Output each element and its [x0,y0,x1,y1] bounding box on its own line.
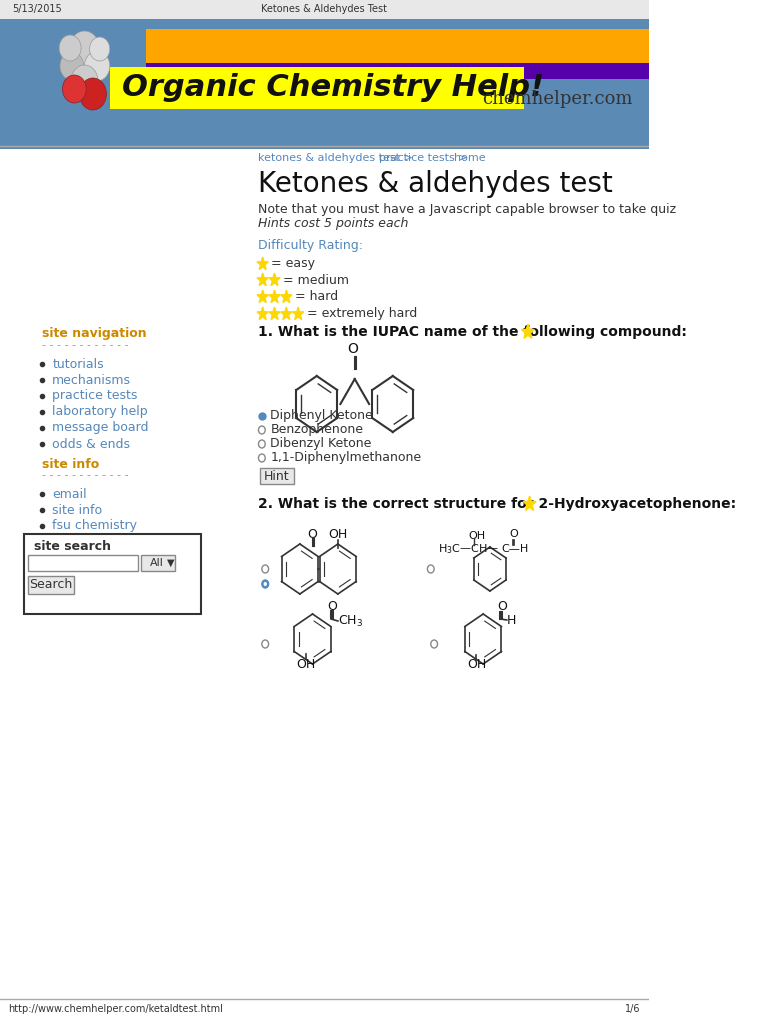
Text: Note that you must have a Javascript capable browser to take quiz: Note that you must have a Javascript cap… [257,203,676,215]
Text: http://www.chemhelper.com/ketaldtest.html: http://www.chemhelper.com/ketaldtest.htm… [8,1004,223,1014]
Text: fsu chemistry: fsu chemistry [52,519,137,532]
Text: 1/6: 1/6 [624,1004,641,1014]
Bar [0,144,649,150]
Text: OH: OH [467,657,486,671]
Polygon shape [293,307,304,319]
Text: practice tests: practice tests [52,389,137,402]
Circle shape [259,426,265,434]
Bar [141,555,175,571]
Text: = extremely hard: = extremely hard [306,307,417,321]
Text: 2. What is the correct structure for 2-Hydroxyacetophenone:: 2. What is the correct structure for 2-H… [257,497,736,511]
Text: O: O [308,527,317,541]
Text: OH: OH [328,527,347,541]
Text: Ketones & aldehydes test: Ketones & aldehydes test [257,170,612,198]
Circle shape [263,582,267,586]
Text: chemhelper.com: chemhelper.com [482,90,633,108]
Text: site navigation: site navigation [42,328,147,341]
Circle shape [259,440,265,449]
Circle shape [84,51,110,81]
Text: 1,1-Diphenylmethanone: 1,1-Diphenylmethanone [270,452,422,465]
Circle shape [262,640,269,648]
Bar [24,534,201,614]
Circle shape [62,75,86,103]
Circle shape [259,454,265,462]
Circle shape [90,37,110,61]
Text: O: O [347,342,358,356]
Polygon shape [257,257,268,269]
Text: Ketones & Aldehydes Test: Ketones & Aldehydes Test [261,4,387,14]
Text: - - - - - - - - - - - -: - - - - - - - - - - - - [42,340,132,350]
Text: odds & ends: odds & ends [52,437,131,451]
Text: site info: site info [52,504,102,516]
Polygon shape [269,273,280,286]
Text: = medium: = medium [283,273,349,287]
Text: Difficulty Rating:: Difficulty Rating: [257,240,362,253]
Text: site search: site search [34,541,111,554]
Bar [110,63,649,79]
Polygon shape [269,307,280,319]
Text: O: O [509,529,518,539]
Polygon shape [257,290,268,303]
Text: OH: OH [296,657,316,671]
Text: Hints cost 5 points each: Hints cost 5 points each [257,217,408,230]
Circle shape [59,35,81,61]
Bar [110,67,524,109]
Text: H$_3$C—CH—: H$_3$C—CH— [438,542,499,556]
Text: 1. What is the IUPAC name of the following compound:: 1. What is the IUPAC name of the followi… [257,325,687,339]
Bar [0,19,649,144]
Text: 5/13/2015: 5/13/2015 [12,4,62,14]
Circle shape [262,565,269,573]
Polygon shape [269,290,280,303]
Text: home: home [455,153,486,163]
Text: O: O [327,600,337,613]
Text: - - - - - - - - - - - -: - - - - - - - - - - - - [42,470,132,480]
Text: Benzophenone: Benzophenone [270,424,363,436]
Text: CH$_3$: CH$_3$ [338,613,363,629]
Bar [28,575,74,594]
Text: ▼: ▼ [167,558,175,568]
Text: O: O [497,600,507,613]
Text: Dibenzyl Ketone: Dibenzyl Ketone [270,437,372,451]
Text: All: All [151,558,164,568]
Circle shape [431,640,438,648]
Text: C—H: C—H [502,544,529,554]
Polygon shape [281,290,292,303]
Text: = easy: = easy [271,257,315,270]
Bar [110,29,649,63]
Polygon shape [523,496,536,511]
Text: Organic Chemistry Help!: Organic Chemistry Help! [122,74,545,102]
Text: Search: Search [29,579,72,592]
Text: site info: site info [42,458,100,470]
Circle shape [79,78,107,110]
Circle shape [428,565,434,573]
Text: H: H [507,614,516,628]
Text: email: email [52,487,87,501]
Circle shape [60,52,84,80]
Text: Diphenyl Ketone: Diphenyl Ketone [270,410,373,423]
Text: laboratory help: laboratory help [52,406,148,419]
Circle shape [71,65,98,97]
Text: Hint: Hint [264,469,290,482]
Polygon shape [257,307,268,319]
Circle shape [260,414,264,419]
Bar [0,0,649,19]
Bar [53,19,146,119]
Circle shape [69,31,100,67]
Polygon shape [257,273,268,286]
Text: practice tests >: practice tests > [379,153,468,163]
Bar [28,555,137,571]
Text: ketones & aldehydes test >: ketones & aldehydes test > [257,153,412,163]
Bar [260,468,294,484]
Text: message board: message board [52,422,149,434]
Text: = hard: = hard [295,291,338,303]
Polygon shape [521,324,535,339]
Polygon shape [281,307,292,319]
Text: OH: OH [468,531,486,541]
Text: tutorials: tutorials [52,357,104,371]
Text: mechanisms: mechanisms [52,374,131,386]
Circle shape [262,580,269,588]
